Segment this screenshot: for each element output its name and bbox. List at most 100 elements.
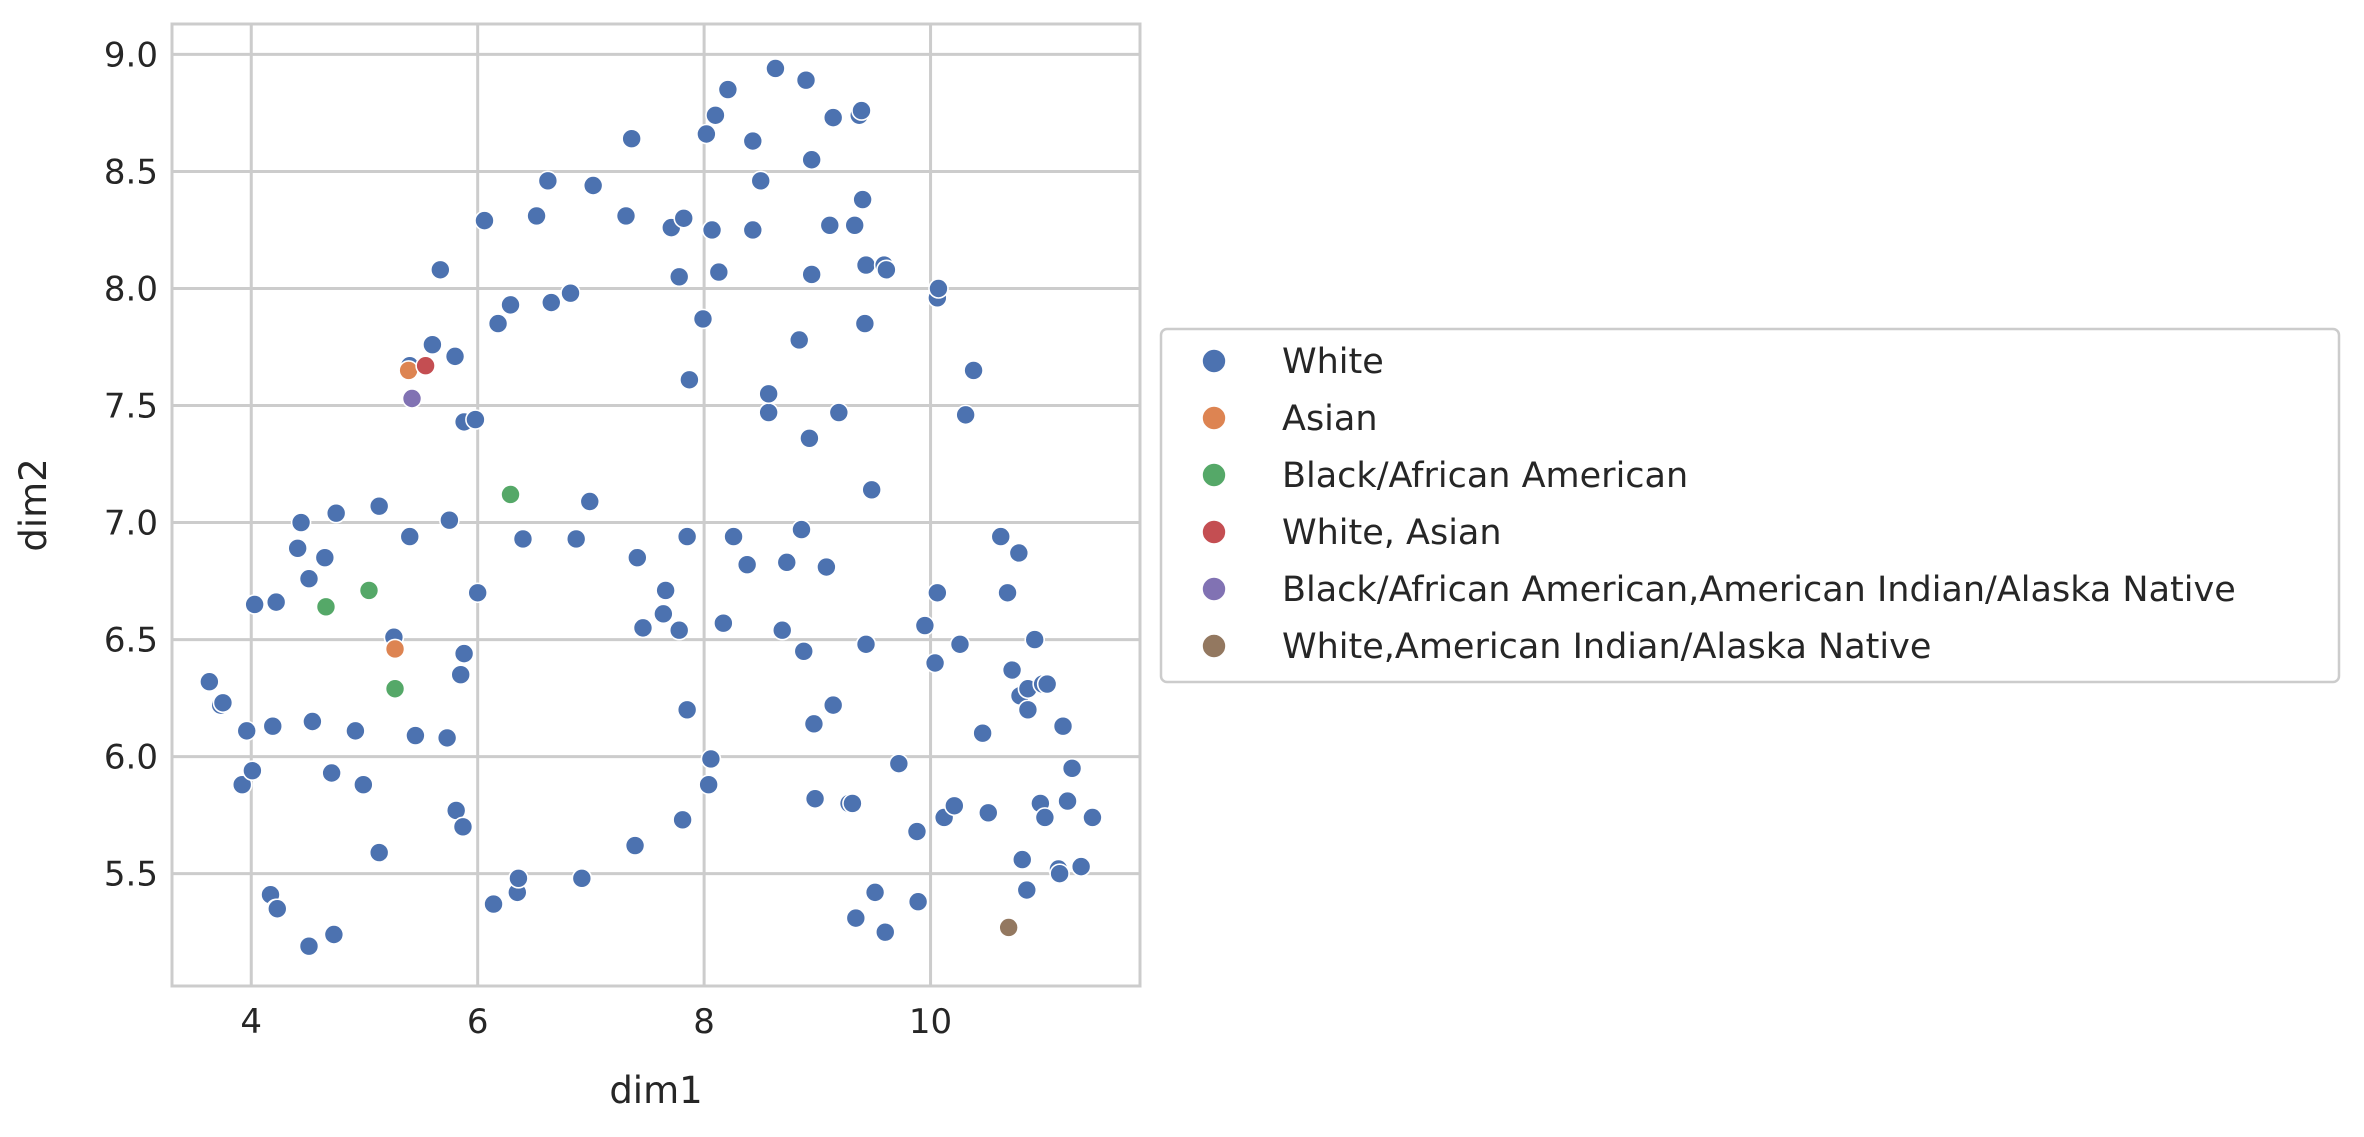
data-point-white [742, 130, 764, 152]
data-point-white [990, 526, 1012, 547]
data-point-white [765, 58, 786, 79]
data-point-white [500, 294, 521, 316]
data-point-white [1061, 758, 1083, 779]
data-point-white [874, 921, 896, 943]
data-point-white [624, 835, 646, 856]
legend-marker [1201, 462, 1227, 488]
data-point-white [439, 509, 460, 531]
data-point-white [717, 79, 739, 100]
data-point-white [907, 891, 929, 913]
data-point-white [679, 369, 700, 391]
data-point-white [803, 713, 825, 735]
data-point-white [266, 898, 288, 920]
data-point-white [949, 633, 971, 655]
data-point-white [758, 402, 779, 423]
data-point-white [579, 491, 601, 512]
y-tick-label: 7.0 [104, 504, 158, 544]
data-point-white [861, 479, 882, 501]
data-point-white [314, 547, 336, 568]
data-point-white [906, 821, 928, 842]
data-point-white [430, 259, 451, 281]
data-point-white [399, 526, 421, 547]
data-point-white [467, 582, 488, 604]
data-point-white [199, 671, 220, 693]
data-point-white [1024, 629, 1046, 650]
data-point-white [819, 214, 841, 236]
data-point-white [822, 107, 844, 128]
data-point-white [512, 528, 534, 550]
data-point-white [793, 640, 815, 662]
data-point-white [788, 329, 810, 351]
data-point-white [1036, 673, 1058, 695]
data-point-white [444, 346, 466, 367]
data-point-white [750, 170, 772, 192]
data-point-white [508, 868, 529, 889]
data-point-white [1057, 790, 1078, 812]
data-point-white [621, 128, 642, 149]
data-point-white [845, 907, 867, 929]
data-point-white [526, 205, 547, 227]
tick-labels: 4 6 8 10 5.5 6.0 6.5 7.0 7.5 8.0 8.5 9.0 [104, 35, 952, 1042]
data-point-white [700, 748, 722, 770]
legend-label: Black/African American [1282, 456, 1688, 496]
x-tick-label: 4 [240, 1002, 262, 1042]
data-point-white [842, 793, 863, 814]
data-point-white [795, 69, 817, 91]
x-tick-label: 6 [467, 1002, 489, 1042]
data-point-white [290, 512, 312, 533]
data-point-white [1034, 807, 1056, 828]
data-point-white [1049, 863, 1070, 884]
legend-label: White, Asian [1282, 513, 1502, 553]
data-point-white [368, 842, 390, 863]
data-point-white [676, 526, 698, 547]
data-point-white [668, 619, 690, 641]
data-point-white [1070, 856, 1092, 877]
legend-marker [1201, 348, 1227, 374]
data-point-white [801, 264, 822, 285]
data-point-white [977, 802, 999, 824]
legend-label: White,American Indian/Alaska Native [1282, 627, 1931, 667]
data-point-white-asian [415, 355, 436, 377]
data-point-white [483, 893, 504, 915]
data-point-white [1082, 807, 1103, 828]
legend-label: Asian [1282, 399, 1378, 439]
data-point-white [298, 935, 320, 957]
data-point-white [928, 278, 949, 299]
data-point-white [1001, 659, 1023, 681]
data-point-white [799, 427, 820, 449]
data-point-white [742, 219, 764, 241]
data-point-white [852, 189, 873, 210]
data-point-white [955, 404, 976, 426]
plot-frame [170, 22, 1142, 988]
data-point-white [405, 725, 426, 746]
data-point-white [1008, 542, 1030, 564]
data-point-white [474, 210, 495, 231]
data-point-white [673, 207, 695, 229]
data-point-white [236, 720, 258, 742]
y-tick-label: 9.0 [104, 35, 158, 75]
data-point-white [298, 568, 320, 590]
data-point-white [924, 652, 946, 674]
y-tick-label: 5.5 [104, 855, 158, 895]
data-point-white [465, 409, 486, 430]
data-point-white [627, 547, 648, 568]
data-point-white [696, 123, 717, 145]
data-point-white [212, 692, 234, 714]
y-tick-label: 6.0 [104, 738, 158, 778]
legend-marker [1201, 519, 1227, 545]
data-point-white [422, 334, 443, 355]
data-point-white [997, 582, 1018, 604]
data-point-black-african-american [500, 484, 521, 505]
data-point-white [565, 528, 587, 550]
data-point-white [972, 722, 993, 744]
data-point-white [244, 594, 265, 615]
data-point-black-african-american [358, 580, 380, 601]
y-tick-label: 8.0 [104, 269, 158, 309]
legend-label: Black/African American,American Indian/A… [1282, 570, 2236, 610]
data-point-white [582, 175, 604, 196]
data-point-white [723, 526, 744, 547]
data-point-white [632, 617, 654, 639]
data-point-white [854, 313, 876, 334]
data-point-black-african-american-american-indian-alaska-native [401, 388, 423, 409]
data-point-white [345, 720, 366, 742]
